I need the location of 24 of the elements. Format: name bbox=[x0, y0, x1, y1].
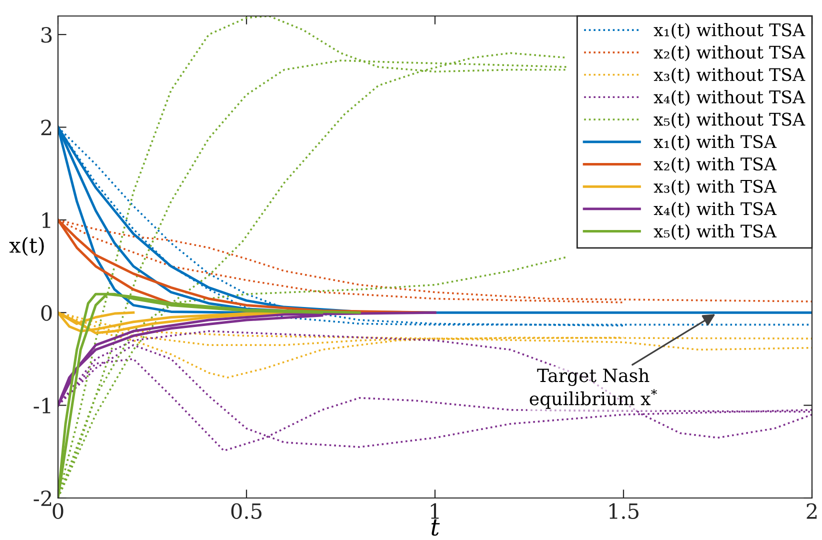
x-tick-label: 2 bbox=[806, 503, 817, 519]
x-tick-label: 1.5 bbox=[609, 503, 638, 519]
legend-label: x₄(t) without TSA bbox=[654, 90, 806, 106]
y-tick-label: 1 bbox=[42, 212, 50, 228]
legend-label: x₁(t) without TSA bbox=[654, 22, 806, 39]
legend-label: x₅(t) without TSA bbox=[654, 112, 806, 128]
y-tick-label: -1 bbox=[34, 398, 50, 414]
y-tick-label: 3 bbox=[41, 26, 52, 43]
legend-label: x₄(t) with TSA bbox=[654, 202, 777, 218]
legend-label: x₁(t) with TSA bbox=[654, 134, 777, 151]
legend-label: x₃(t) without TSA bbox=[654, 68, 806, 84]
y-tick-label: -2 bbox=[34, 490, 52, 506]
annotation: Target Nash equilibrium x$^{*}$ bbox=[530, 368, 657, 409]
x-tick-label: 1 bbox=[430, 503, 439, 519]
x-tick-label: 0.5 bbox=[231, 503, 262, 519]
y-tick-label: 2 bbox=[41, 120, 52, 136]
legend-label: x₅(t) with TSA bbox=[654, 224, 777, 240]
legend-label: x₂(t) without TSA bbox=[654, 45, 806, 62]
legend-label: x₃(t) with TSA bbox=[654, 179, 777, 196]
x-tick-label: 0 bbox=[52, 503, 64, 519]
x-axis-title: t bbox=[432, 519, 440, 536]
y-axis-title: x(t) bbox=[9, 236, 44, 256]
y-tick-label: 0 bbox=[41, 305, 52, 321]
legend-label: x₂(t) with TSA bbox=[654, 157, 777, 173]
